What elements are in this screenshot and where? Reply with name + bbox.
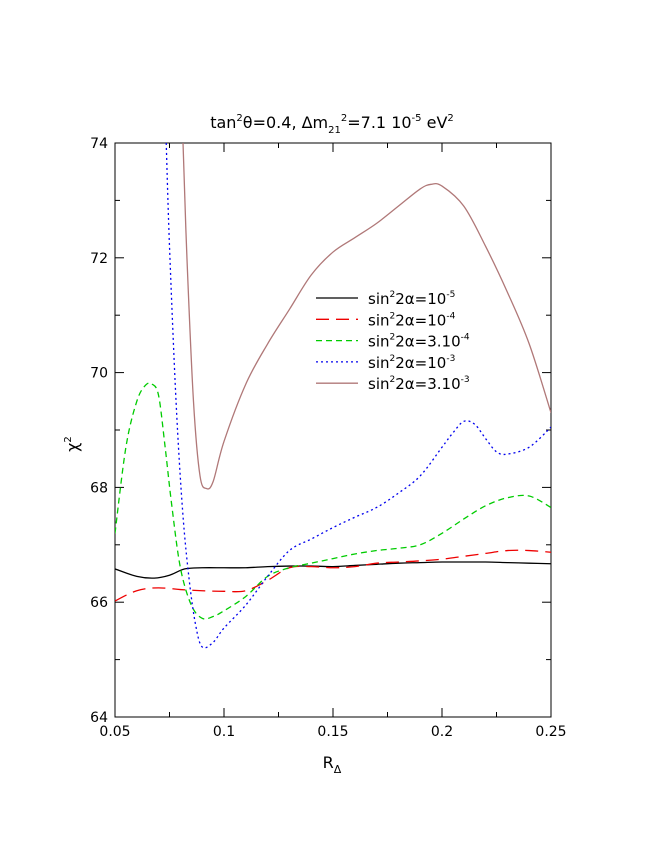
- legend-label-sup1: 2: [390, 333, 396, 343]
- series-line-s3e-4: [115, 382, 551, 620]
- series-line-s3e-3: [182, 143, 551, 490]
- x-axis-ticks: 0.05 0.1 0.15 0.2 0.25: [99, 143, 567, 740]
- series-line-s1e-4: [115, 549, 551, 602]
- y-tick-label: 64: [90, 710, 108, 726]
- legend-label-pre: sin: [368, 375, 390, 393]
- title-sup2: 2: [341, 113, 347, 124]
- title-sup3: -5: [412, 113, 422, 124]
- series-line-s1e-3: [165, 143, 551, 649]
- series-layer: [115, 143, 551, 649]
- x-tick-label: 0.15: [317, 724, 348, 740]
- x-label-base: R: [323, 753, 334, 772]
- title-sub: 21: [328, 125, 341, 136]
- series-line-s1e-5: [115, 561, 551, 579]
- legend: sin22α=10-5sin22α=10-4sin22α=3.10-4sin22…: [316, 290, 470, 393]
- legend-label-sup1: 2: [390, 290, 396, 300]
- legend-label-sup2: -4: [461, 333, 470, 343]
- title-mid2: =7.1 10: [347, 113, 411, 132]
- legend-label-s1e-4: sin22α=10-4: [368, 311, 456, 329]
- y-tick-label: 74: [90, 136, 108, 152]
- title-sup1: 2: [236, 113, 242, 124]
- x-tick-label: 0.1: [213, 724, 235, 740]
- chart-title: tan2θ=0.4, Δm212=7.1 10-5 eV2: [210, 113, 454, 136]
- y-label-base: χ: [63, 443, 82, 452]
- legend-label-mid: 2α=3.10: [395, 333, 460, 351]
- x-tick-label: 0.2: [431, 724, 453, 740]
- legend-label-mid: 2α=10: [395, 311, 446, 329]
- legend-label-pre: sin: [368, 354, 390, 372]
- title-base: tan: [210, 113, 236, 132]
- legend-label-pre: sin: [368, 290, 390, 308]
- legend-label-s3e-3: sin22α=3.10-3: [368, 375, 470, 393]
- legend-label-sup1: 2: [390, 375, 396, 385]
- title-sup4: 2: [447, 113, 453, 124]
- x-label-sub: Δ: [334, 763, 342, 776]
- legend-label-sup2: -5: [446, 290, 455, 300]
- legend-label-s1e-3: sin22α=10-3: [368, 354, 455, 372]
- legend-label-mid: 2α=3.10: [395, 375, 460, 393]
- legend-label-sup1: 2: [390, 354, 396, 364]
- x-axis-label: RΔ: [323, 753, 342, 776]
- plot-frame: [114, 142, 552, 718]
- legend-label-sup2: -3: [446, 354, 455, 364]
- title-mid: θ=0.4, Δm: [243, 113, 328, 132]
- legend-label-pre: sin: [368, 333, 390, 351]
- y-axis-label: χ2: [63, 436, 82, 452]
- legend-label-mid: 2α=10: [395, 290, 446, 308]
- y-tick-label: 68: [90, 480, 108, 496]
- legend-label-s1e-5: sin22α=10-5: [368, 290, 455, 308]
- legend-label-sup2: -4: [446, 311, 455, 321]
- y-axis-ticks: 64 66 68 70 72 74: [90, 136, 551, 726]
- legend-label-sup2: -3: [461, 375, 470, 385]
- legend-label-sup1: 2: [390, 311, 396, 321]
- y-tick-label: 70: [90, 366, 108, 382]
- y-tick-label: 72: [90, 251, 108, 267]
- x-tick-label: 0.25: [535, 724, 566, 740]
- legend-label-mid: 2α=10: [395, 354, 446, 372]
- x-tick-label: 0.05: [99, 724, 130, 740]
- legend-label-s3e-4: sin22α=3.10-4: [368, 333, 470, 351]
- y-label-sup: 2: [63, 436, 74, 442]
- title-end: eV: [422, 113, 448, 132]
- y-tick-label: 66: [90, 595, 108, 611]
- legend-label-pre: sin: [368, 311, 390, 329]
